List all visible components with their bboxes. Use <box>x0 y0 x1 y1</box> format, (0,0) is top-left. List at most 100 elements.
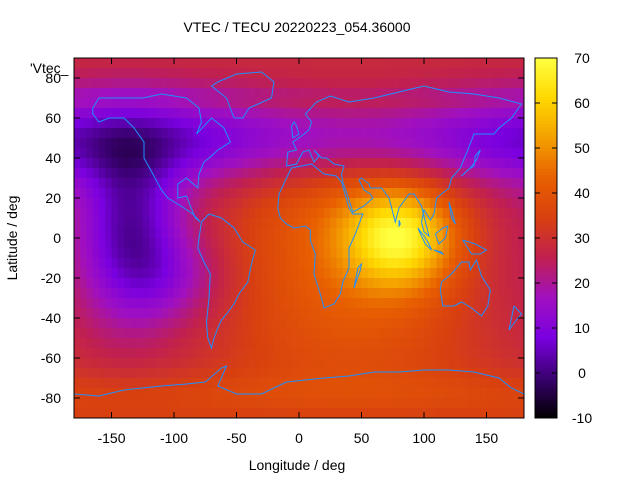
heatmap-cell <box>142 168 150 179</box>
heatmap-cell <box>336 228 344 239</box>
heatmap-cell <box>324 98 331 109</box>
heatmap-cell <box>417 298 425 309</box>
heatmap-cell <box>280 188 288 199</box>
heatmap-cell <box>117 248 125 259</box>
heatmap-cell <box>236 308 244 319</box>
heatmap-cell <box>436 318 444 329</box>
heatmap-cell <box>311 358 319 369</box>
heatmap-cell <box>111 68 119 79</box>
heatmap-cell <box>111 178 119 189</box>
heatmap-cell <box>436 248 444 259</box>
heatmap-cell <box>449 198 456 209</box>
heatmap-cell <box>467 298 475 309</box>
heatmap-cell <box>261 308 269 319</box>
heatmap-cell <box>280 318 288 329</box>
heatmap-cell <box>199 58 206 69</box>
heatmap-cell <box>330 408 338 418</box>
heatmap-cell <box>280 278 288 289</box>
heatmap-cell <box>92 148 100 159</box>
heatmap-cell <box>292 398 300 409</box>
heatmap-cell <box>255 148 263 159</box>
heatmap-cell <box>336 368 344 379</box>
heatmap-cell <box>155 258 163 269</box>
heatmap-cell <box>236 178 244 189</box>
heatmap-cell <box>405 168 413 179</box>
heatmap-cell <box>417 278 425 289</box>
heatmap-cell <box>267 358 275 369</box>
heatmap-cell <box>124 378 131 389</box>
heatmap-cell <box>411 178 419 189</box>
heatmap-cell <box>242 348 250 359</box>
heatmap-cell <box>155 408 163 418</box>
heatmap-cell <box>99 228 106 239</box>
heatmap-cell <box>430 368 438 379</box>
heatmap-cell <box>317 208 325 219</box>
heatmap-cell <box>192 168 200 179</box>
heatmap-cell <box>367 248 375 259</box>
colorbar-segment <box>535 391 557 395</box>
heatmap-cell <box>417 378 425 389</box>
heatmap-cell <box>99 68 106 79</box>
x-axis-ticks: -150 -100 -50 0 50 100 150 <box>97 58 498 446</box>
heatmap-cell <box>499 358 506 369</box>
heatmap-cell <box>286 258 294 269</box>
heatmap-cell <box>311 208 319 219</box>
heatmap-cell <box>186 268 194 279</box>
heatmap-cell <box>142 178 150 189</box>
heatmap-cell <box>292 148 300 159</box>
colorbar-segment <box>535 103 557 107</box>
colorbar-segment <box>535 334 557 338</box>
heatmap-cell <box>517 88 524 99</box>
heatmap-cell <box>292 338 300 349</box>
heatmap-cell <box>405 358 413 369</box>
x-axis-label: Longitude / deg <box>249 457 346 473</box>
heatmap-cell <box>205 388 213 399</box>
heatmap-cell <box>386 338 394 349</box>
heatmap-cell <box>499 108 506 119</box>
heatmap-cell <box>480 368 488 379</box>
heatmap-cell <box>80 118 88 129</box>
heatmap-cell <box>336 138 344 149</box>
heatmap-cell <box>336 258 344 269</box>
heatmap-cell <box>292 218 300 229</box>
heatmap-cell <box>92 268 100 279</box>
heatmap-cell <box>192 348 200 359</box>
heatmap-cell <box>92 358 100 369</box>
heatmap-cell <box>211 318 219 329</box>
heatmap-cell <box>336 378 344 389</box>
heatmap-cell <box>380 268 388 279</box>
heatmap-cell <box>480 118 488 129</box>
heatmap-cell <box>105 208 113 219</box>
heatmap-cell <box>186 298 194 309</box>
heatmap-cell <box>305 258 313 269</box>
heatmap-cell <box>499 408 506 418</box>
heatmap-cell <box>499 388 506 399</box>
heatmap-cell <box>311 228 319 239</box>
heatmap-cell <box>317 228 325 239</box>
heatmap-cell <box>217 358 225 369</box>
heatmap-cell <box>342 278 350 289</box>
heatmap-cell <box>455 88 463 99</box>
heatmap-cell <box>424 228 431 239</box>
heatmap-cell <box>280 298 288 309</box>
heatmap-cell <box>217 268 225 279</box>
heatmap-cell <box>486 238 494 249</box>
heatmap-cell <box>174 368 181 379</box>
heatmap-cell <box>92 138 100 149</box>
heatmap-cell <box>461 58 469 69</box>
heatmap-cell <box>86 408 94 418</box>
heatmap-cell <box>324 408 331 418</box>
heatmap-cell <box>455 268 463 279</box>
heatmap-cell <box>499 278 506 289</box>
colorbar-segment <box>535 397 557 401</box>
colorbar-segment <box>535 229 557 233</box>
heatmap-cell <box>99 408 106 418</box>
colorbar-segment <box>535 184 557 188</box>
heatmap-cell <box>405 138 413 149</box>
heatmap-cell <box>392 238 400 249</box>
heatmap-cell <box>92 158 100 169</box>
heatmap-cell <box>299 78 306 89</box>
heatmap-cell <box>486 308 494 319</box>
heatmap-cell <box>211 108 219 119</box>
heatmap-cell <box>467 338 475 349</box>
